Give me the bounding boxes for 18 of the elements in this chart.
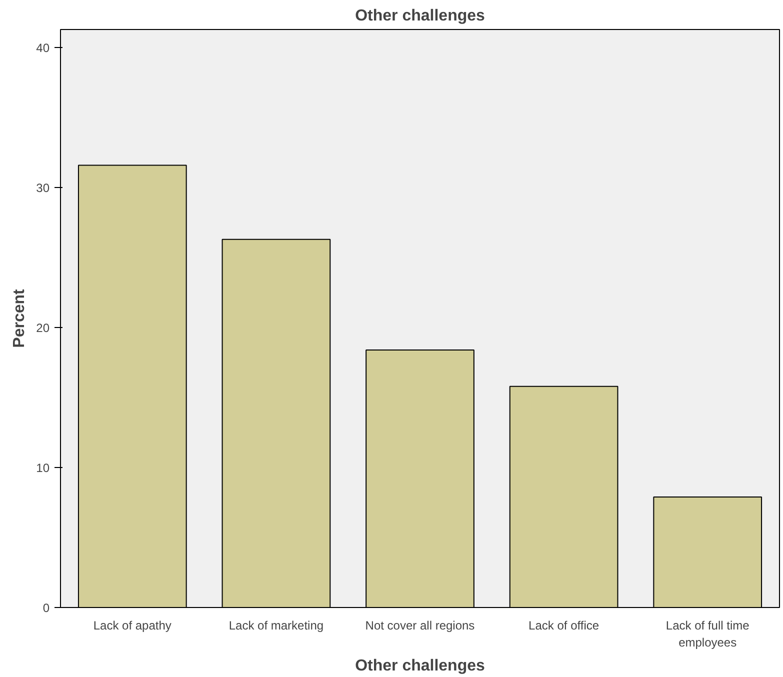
x-tick-label: Lack of apathy [93,618,172,632]
bar [366,349,474,608]
y-tick-label: 10 [36,461,50,476]
x-tick-label: Lack of marketing [228,618,324,632]
y-tick-label: 30 [36,181,50,196]
bar [509,386,618,608]
x-tick-label: Lack of office [528,618,600,632]
bar [78,164,187,608]
x-tick-label: Lack of full time employees [666,618,750,650]
x-axis-title: Other challenges [355,657,486,674]
y-tick-label: 0 [42,601,50,615]
chart-title: Other challenges [355,8,486,24]
x-tick-label: Not cover all regions [365,618,475,632]
bar [222,238,331,608]
bar [653,496,762,608]
y-axis-title: Percent [11,288,28,348]
y-tick-label: 20 [36,321,50,336]
y-tick-label: 40 [36,41,50,56]
